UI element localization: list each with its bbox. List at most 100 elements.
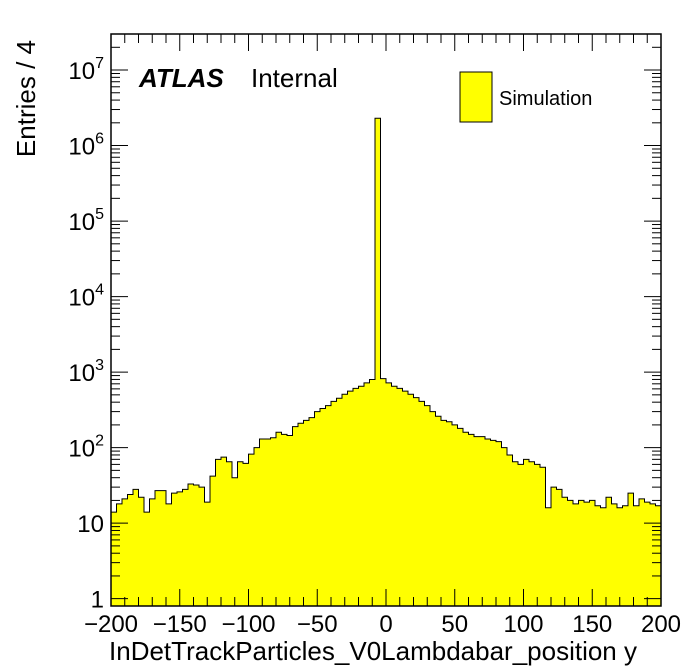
histogram-bar [259,439,266,606]
x-tick-label: 100 [503,611,543,638]
histogram-bar [232,477,238,606]
histogram-bar [545,507,552,606]
histogram-bar [265,439,271,606]
histogram-bar [463,432,469,606]
histogram-bar [397,388,403,606]
y-tick-label: 107 [68,55,104,85]
histogram-bar [567,500,574,606]
histogram-bar [254,447,260,606]
histogram-bar [446,421,453,606]
histogram-bar [507,454,513,606]
histogram-bar [248,454,255,606]
histogram-bar [424,405,431,606]
histogram-bar [281,434,288,606]
axis-ticks [110,33,662,606]
histogram-bar [430,411,436,606]
histogram-bar [182,489,189,606]
histogram-bar [523,459,530,606]
histogram-bar [386,382,392,606]
histogram-bar [237,461,244,606]
legend-label: Simulation [499,88,592,110]
histogram-bar [584,502,590,606]
histogram-bar [534,464,541,606]
histogram-bar [369,379,376,606]
histogram-bar [144,512,150,606]
y-tick-label: 1 [91,587,104,614]
histogram-bar [210,476,216,606]
histogram-bar [303,420,310,606]
histogram-bar [512,461,519,606]
histogram-bar [479,436,486,606]
histogram-bar [320,408,326,606]
x-tick-label: 200 [641,611,681,638]
histogram-bar [204,502,211,606]
histogram-bar [375,118,381,607]
histogram-bar [452,424,458,606]
histogram-bars [110,117,662,607]
histogram-bar [133,489,139,606]
y-axis-label: Entries / 4 [11,40,41,157]
histogram-bar [127,494,134,606]
histogram-bar [188,484,194,606]
x-tick-label: 150 [572,611,612,638]
histogram-bar [358,386,365,606]
histogram-bar [485,439,491,606]
histogram-outline [110,117,662,606]
histogram-bar [606,497,612,606]
histogram-bar [628,493,634,606]
histogram-bar [336,398,343,606]
histogram-bar [391,386,398,606]
atlas-sublabel: Internal [251,63,338,93]
histogram-bar [309,417,315,606]
y-tick-label: 106 [68,131,104,161]
histogram-bar [402,391,409,606]
histogram-bar [501,447,508,606]
histogram-bar [122,498,128,606]
histogram-bar [633,505,640,606]
histogram-bar [595,505,601,606]
histogram-bar [353,388,359,606]
histogram-bar [380,378,387,606]
histogram-bar [116,503,123,606]
histogram-bar [419,401,425,606]
y-tick-labels: 1 10 102 103 104 105 106 107 [68,55,104,614]
histogram-bar [342,394,348,606]
y-tick-label: 10 [77,511,104,538]
x-tick-label: 50 [441,611,468,638]
histogram-bar [193,485,200,606]
histogram-bar [540,467,546,606]
histogram-bar [474,436,480,606]
histogram-bar [111,512,117,606]
histogram-bar [617,507,623,606]
histogram-bar [441,420,447,606]
histogram-bar [578,500,585,606]
histogram-bar [298,423,304,606]
y-tick-label: 103 [68,357,104,387]
histogram-bar [556,489,563,606]
histogram-bar [435,416,442,606]
histogram-bar [551,487,557,606]
histogram-bar [138,497,145,606]
histogram-bar [529,461,535,606]
histogram-bar [611,503,618,606]
histogram-bar [347,391,354,606]
histogram-bar [155,490,161,606]
histogram-bar [276,432,282,606]
x-axis-label: InDetTrackParticles_V0Lambdabar_position… [109,636,637,666]
x-tick-label: −50 [297,611,338,638]
x-tick-label: −200 [84,611,138,638]
histogram-bar [457,428,464,606]
histogram-bar [496,441,502,606]
histogram-bar [408,394,414,606]
histogram-bar [270,437,277,606]
histogram-bar [650,503,656,606]
histogram-bar [644,502,651,606]
histogram-bar [331,401,337,606]
x-tick-label: 0 [379,611,392,638]
histogram-bar [518,464,524,606]
x-tick-labels: −200 −150 −100 −50 0 50 100 150 200 [84,611,681,638]
histogram-bar [413,397,420,606]
histogram-bar [166,503,172,606]
histogram-bar [639,498,645,606]
